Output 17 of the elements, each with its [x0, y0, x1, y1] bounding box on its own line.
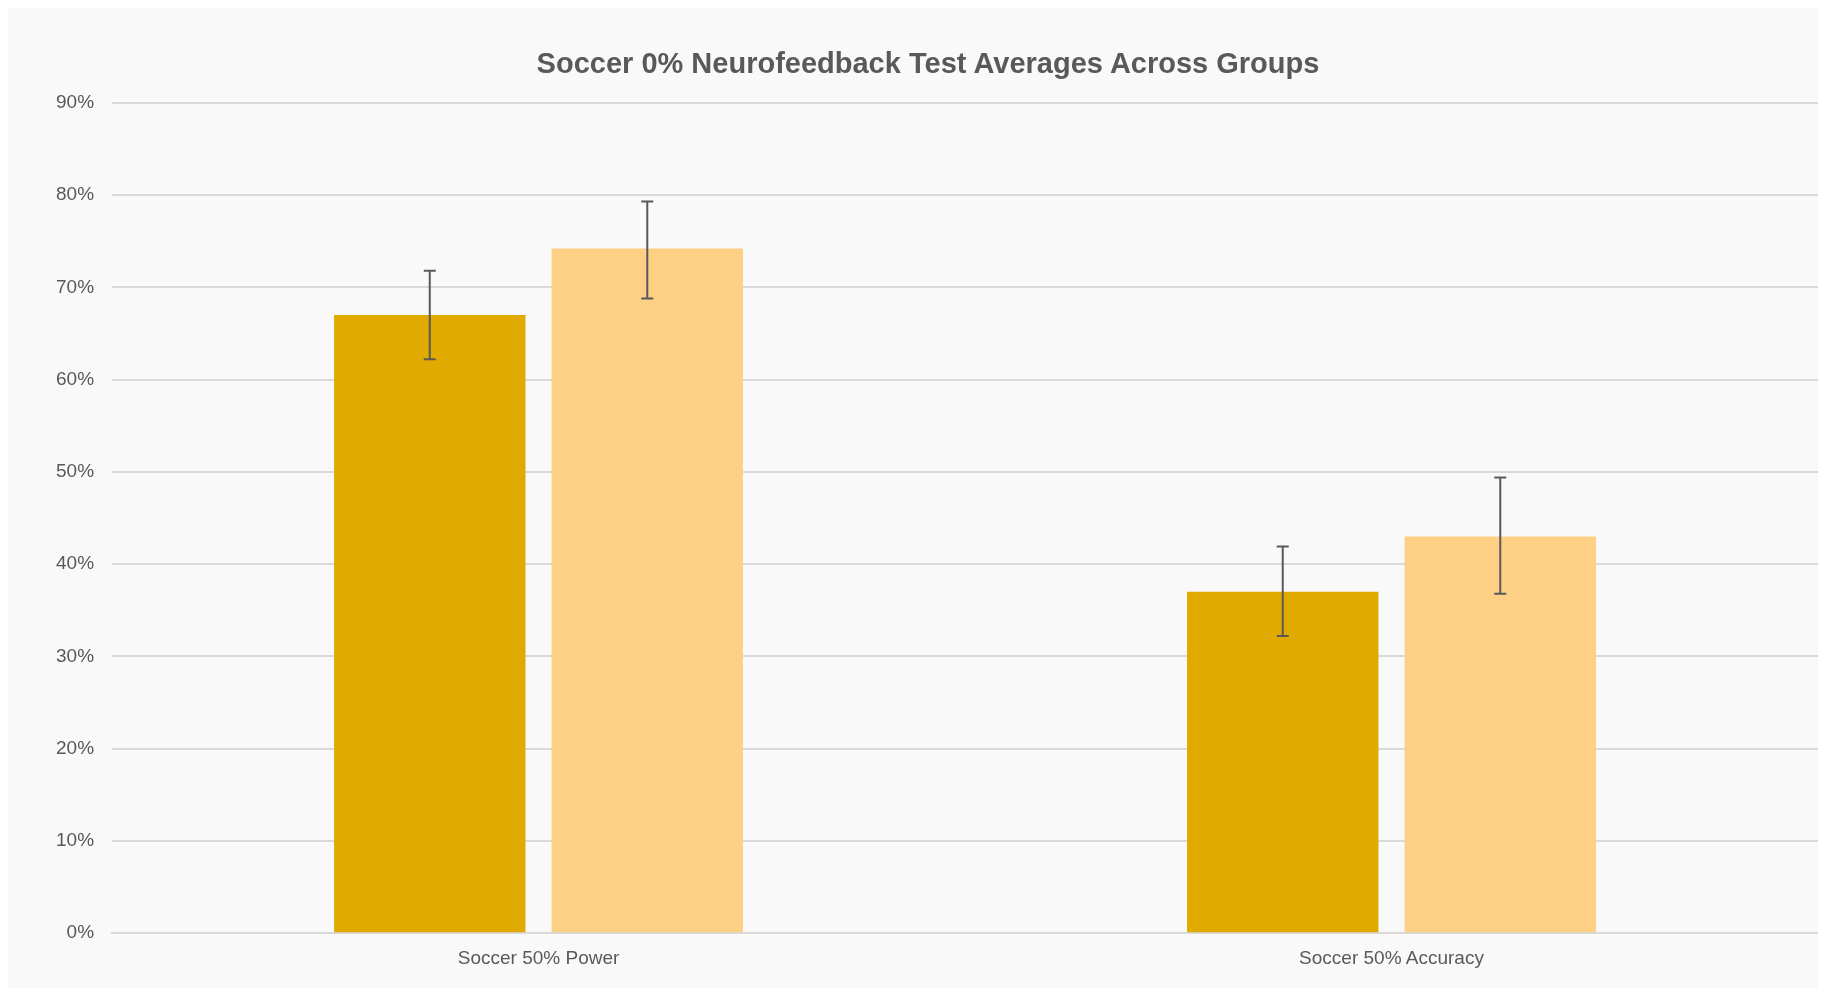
bar	[551, 248, 743, 933]
y-tick-label: 10%	[56, 829, 95, 851]
y-tick-label: 90%	[56, 91, 95, 113]
y-tick-label: 0%	[66, 921, 95, 943]
y-tick-label: 20%	[56, 736, 95, 758]
y-tick-label: 40%	[56, 552, 95, 574]
bar	[334, 315, 526, 933]
bar	[1404, 536, 1596, 933]
y-tick-label: 50%	[56, 460, 95, 482]
y-tick-label: 80%	[56, 183, 95, 205]
y-tick-label: 60%	[56, 367, 95, 389]
y-tick-label: 30%	[56, 644, 95, 666]
x-tick-label: Soccer 50% Power	[457, 946, 620, 968]
chart-title: Soccer 0% Neurofeedback Test Averages Across Groups	[536, 47, 1320, 80]
y-tick-label: 70%	[56, 275, 95, 297]
x-tick-label: Soccer 50% Accuracy	[1299, 946, 1485, 968]
bar	[1187, 591, 1379, 933]
